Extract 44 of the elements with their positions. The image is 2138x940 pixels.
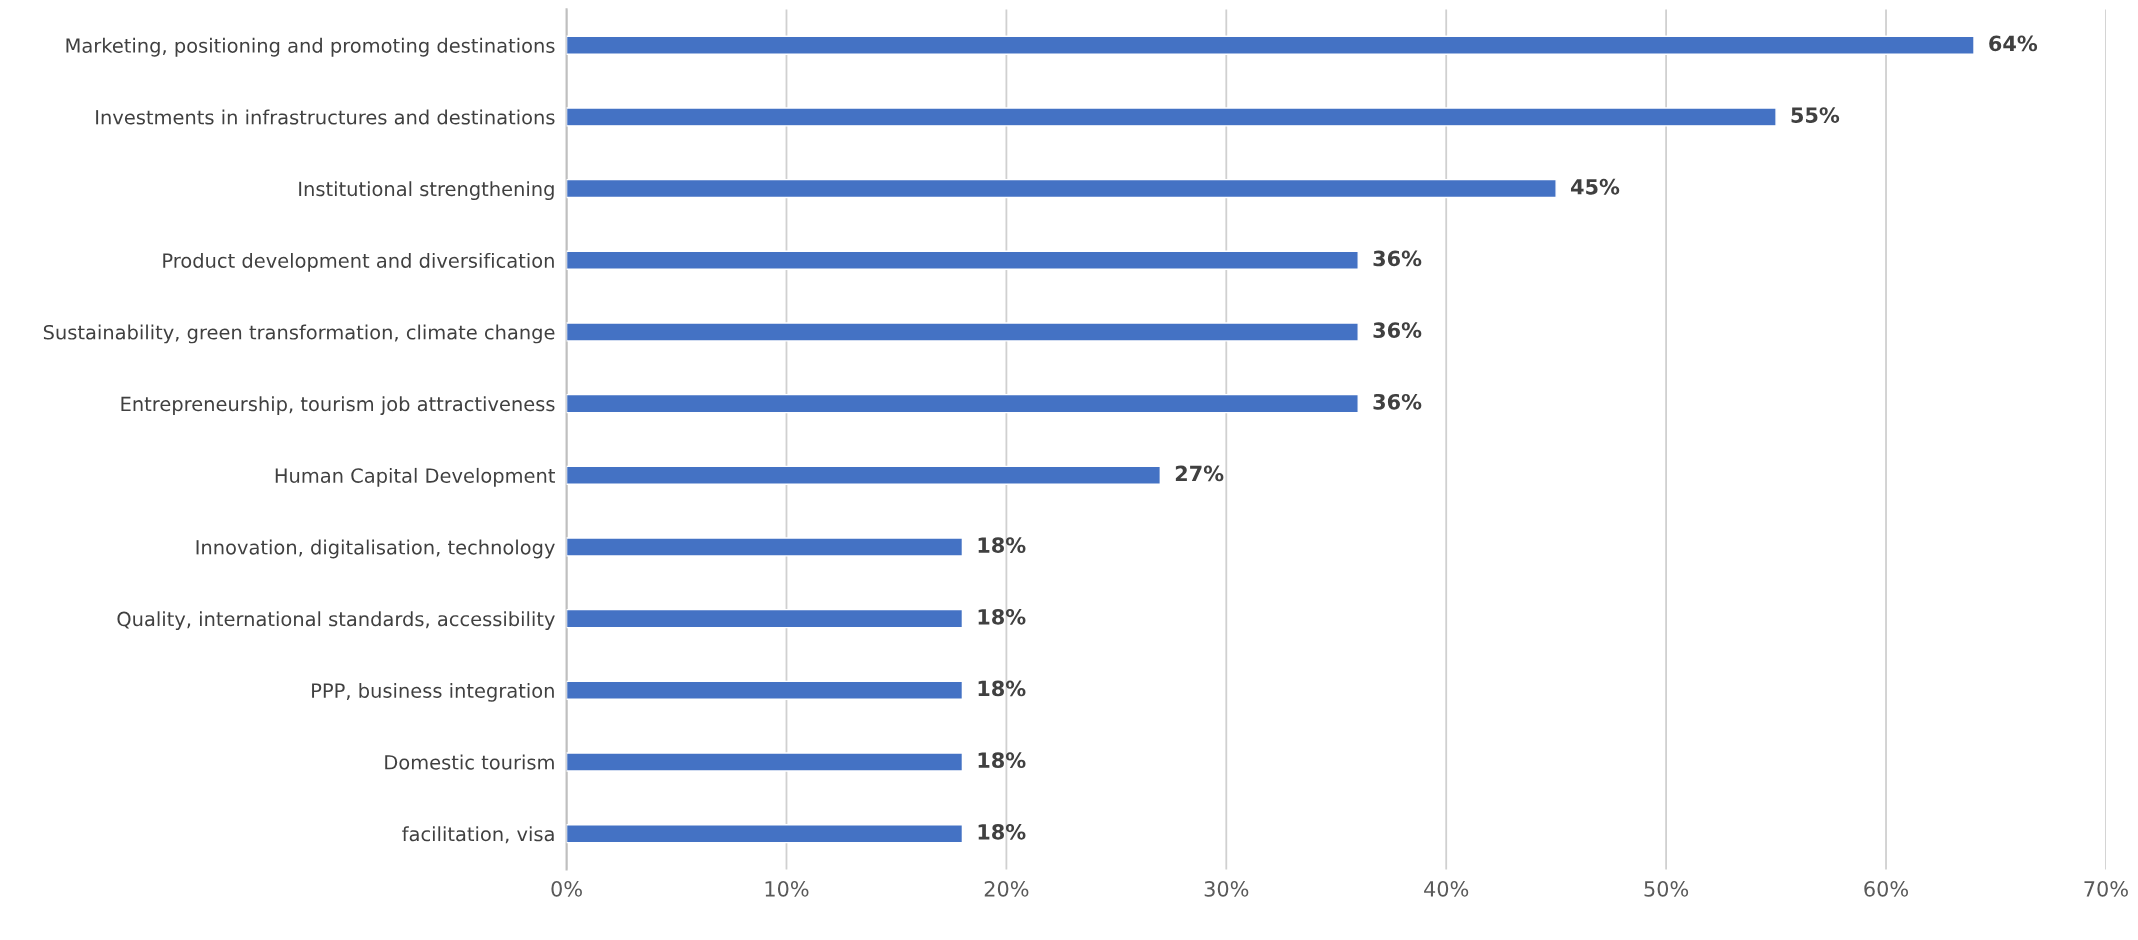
bar <box>566 824 964 844</box>
data-label: 18% <box>978 823 1026 840</box>
x-tick-label: 70% <box>2084 880 2128 897</box>
bar <box>566 107 1777 127</box>
data-label: 45% <box>1570 178 1620 195</box>
x-tick-label: 30% <box>1204 880 1249 897</box>
x-tick-label: 10% <box>765 880 809 897</box>
x-tick-label: 60% <box>1864 880 1909 897</box>
y-tick-label: PPP, business integration <box>312 682 554 702</box>
y-tick-label: Investments in infrastructures and destinations <box>96 109 555 125</box>
bar <box>566 752 964 772</box>
bar <box>566 537 964 557</box>
data-label: 27% <box>1175 465 1224 482</box>
x-tick-label: 0% <box>551 880 582 897</box>
x-tick-label: 40% <box>1424 880 1469 897</box>
y-tick-label: Product development and diversification <box>163 252 554 272</box>
y-tick-label: Innovation, digitalisation, technology <box>196 539 555 559</box>
bar <box>566 35 1975 55</box>
data-label: 64% <box>1989 35 2038 52</box>
bar <box>566 608 964 629</box>
bar <box>566 322 1359 342</box>
bar <box>566 680 964 700</box>
y-tick-label: Quality, international standards, accessibility <box>117 611 555 631</box>
y-tick-label: Institutional strengthening <box>299 181 554 201</box>
y-tick-label: Entrepreneurship, tourism job attractiveness <box>121 396 555 416</box>
y-tick-label: Human Capital Development <box>275 467 555 487</box>
data-label: 55% <box>1791 107 1840 123</box>
bar <box>566 393 1359 414</box>
x-tick-label: 50% <box>1644 880 1689 897</box>
bar <box>566 178 1557 199</box>
bar <box>566 465 1162 485</box>
data-label: 18% <box>978 680 1026 697</box>
data-label: 36% <box>1373 393 1422 410</box>
y-tick-label: facilitation, visa <box>402 826 554 844</box>
bar <box>566 250 1359 270</box>
y-tick-label: Domestic tourism <box>385 754 554 770</box>
data-label: 18% <box>978 752 1026 769</box>
data-label: 36% <box>1373 250 1422 267</box>
y-tick-label: Sustainability, green transformation, climate change <box>43 324 555 344</box>
x-tick-label: 20% <box>984 880 1029 897</box>
y-tick-label: Marketing, positioning and promoting destinations <box>66 37 555 57</box>
data-label: 36% <box>1373 322 1422 338</box>
data-label: 18% <box>978 608 1026 625</box>
data-label: 18% <box>978 537 1026 554</box>
